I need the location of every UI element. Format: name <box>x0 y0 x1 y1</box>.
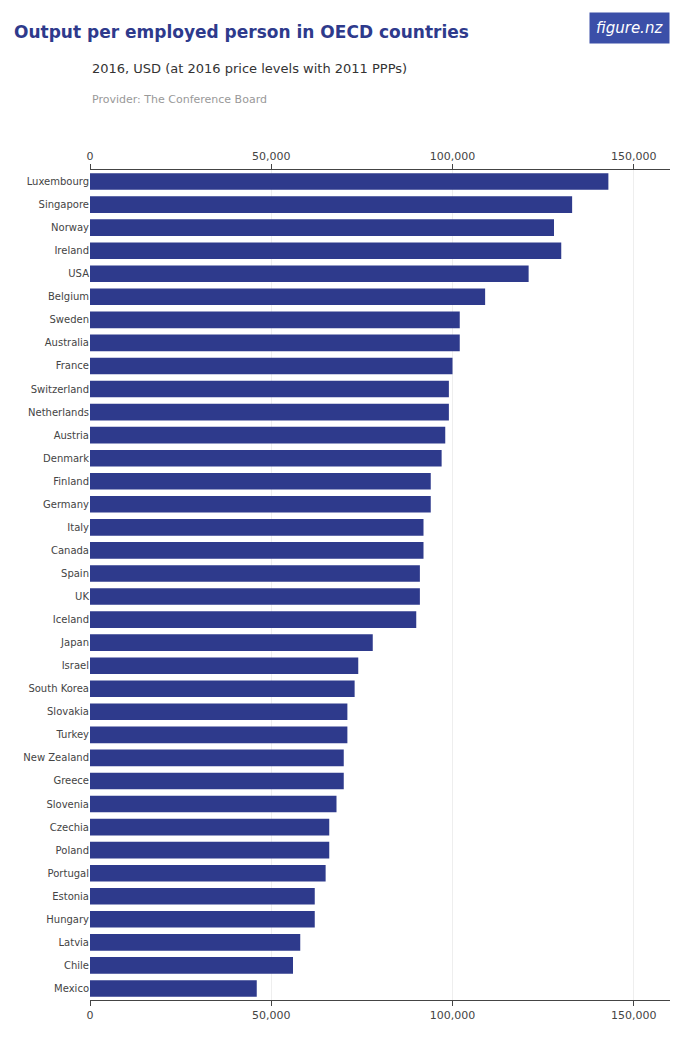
svg-text:Poland: Poland <box>56 845 89 856</box>
svg-text:Canada: Canada <box>51 545 89 556</box>
svg-text:Output per employed person in: Output per employed person in OECD count… <box>14 22 469 42</box>
svg-text:Slovakia: Slovakia <box>47 706 89 717</box>
svg-text:Mexico: Mexico <box>54 983 89 994</box>
svg-text:100,000: 100,000 <box>430 1009 476 1022</box>
svg-text:Turkey: Turkey <box>55 729 89 740</box>
svg-text:Singapore: Singapore <box>39 199 89 210</box>
svg-text:Switzerland: Switzerland <box>31 384 89 395</box>
svg-text:Denmark: Denmark <box>43 453 89 464</box>
svg-text:Hungary: Hungary <box>46 914 89 925</box>
svg-text:50,000: 50,000 <box>252 150 291 163</box>
svg-text:150,000: 150,000 <box>611 150 657 163</box>
svg-text:Australia: Australia <box>45 337 89 348</box>
svg-text:New Zealand: New Zealand <box>23 752 89 763</box>
svg-text:150,000: 150,000 <box>611 1009 657 1022</box>
svg-text:USA: USA <box>68 268 89 279</box>
svg-text:Sweden: Sweden <box>49 314 89 325</box>
svg-text:Spain: Spain <box>61 568 89 579</box>
svg-text:0: 0 <box>87 1009 94 1022</box>
svg-text:Belgium: Belgium <box>48 291 89 302</box>
svg-text:Germany: Germany <box>43 499 89 510</box>
svg-text:Italy: Italy <box>67 522 89 533</box>
svg-text:Latvia: Latvia <box>59 937 89 948</box>
svg-text:Finland: Finland <box>53 476 89 487</box>
svg-text:Iceland: Iceland <box>53 614 89 625</box>
svg-text:Japan: Japan <box>60 637 89 648</box>
svg-text:Ireland: Ireland <box>54 245 89 256</box>
svg-text:Austria: Austria <box>54 430 89 441</box>
svg-text:Israel: Israel <box>62 660 89 671</box>
svg-text:Luxembourg: Luxembourg <box>27 176 89 187</box>
svg-text:UK: UK <box>75 591 89 602</box>
svg-text:Portugal: Portugal <box>48 868 89 879</box>
svg-text:0: 0 <box>87 150 94 163</box>
svg-text:Czechia: Czechia <box>50 822 89 833</box>
svg-text:2016, USD (at 2016 price level: 2016, USD (at 2016 price levels with 201… <box>92 61 407 76</box>
svg-text:Greece: Greece <box>53 775 89 786</box>
svg-text:50,000: 50,000 <box>252 1009 291 1022</box>
svg-text:Norway: Norway <box>51 222 89 233</box>
svg-text:Netherlands: Netherlands <box>28 407 89 418</box>
svg-text:100,000: 100,000 <box>430 150 476 163</box>
svg-text:Estonia: Estonia <box>52 891 89 902</box>
svg-text:South Korea: South Korea <box>28 683 89 694</box>
svg-text:figure.nz: figure.nz <box>596 19 663 37</box>
svg-text:France: France <box>56 360 89 371</box>
svg-text:Provider: The Conference Board: Provider: The Conference Board <box>92 93 267 106</box>
svg-text:Chile: Chile <box>64 960 89 971</box>
svg-text:Slovenia: Slovenia <box>46 799 89 810</box>
